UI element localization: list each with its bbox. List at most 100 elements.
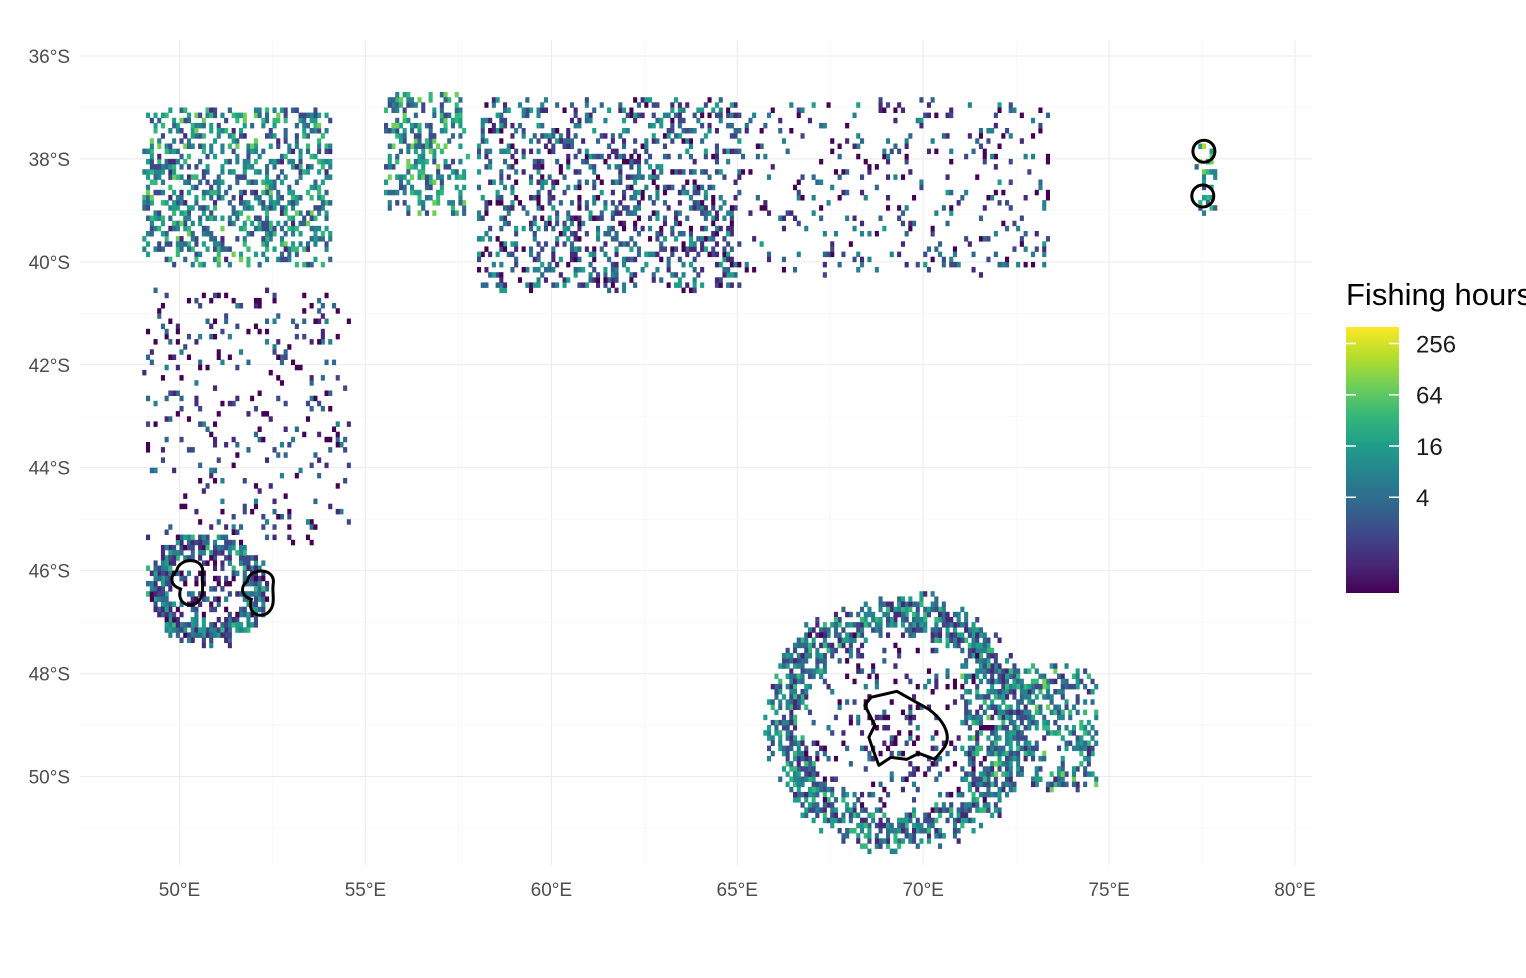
effort-cell (198, 550, 203, 556)
effort-cell (785, 745, 790, 752)
effort-cell (688, 138, 693, 144)
effort-cell (1042, 261, 1047, 268)
effort-cell (964, 622, 969, 628)
effort-cell (793, 797, 798, 803)
effort-cell (789, 653, 794, 659)
effort-cell (833, 169, 838, 175)
effort-cell (261, 220, 266, 227)
effort-cell (1031, 699, 1036, 705)
effort-cell (900, 174, 905, 180)
effort-cell (491, 122, 496, 129)
effort-cell (848, 817, 853, 824)
effort-cell (759, 128, 764, 134)
effort-cell (272, 344, 277, 350)
effort-cell (915, 261, 920, 268)
effort-cell (216, 195, 221, 201)
effort-cell (793, 642, 798, 649)
effort-cell (253, 617, 258, 623)
effort-cell (157, 565, 162, 571)
effort-cell (804, 658, 809, 664)
effort-cell (811, 195, 816, 201)
effort-cell (201, 133, 206, 139)
effort-cell (183, 503, 188, 510)
effort-cell (160, 303, 165, 309)
effort-cell (447, 164, 452, 170)
effort-cell (1213, 169, 1218, 175)
effort-cell (235, 617, 240, 623)
effort-cell (175, 617, 180, 623)
effort-cell (250, 611, 255, 618)
effort-cell (146, 148, 151, 155)
effort-cell (309, 539, 314, 546)
effort-cell (294, 107, 299, 113)
effort-cell (172, 210, 177, 216)
effort-cell (391, 189, 396, 196)
effort-cell (889, 771, 894, 777)
effort-cell (239, 560, 244, 566)
effort-cell (952, 699, 957, 705)
effort-cell (1079, 745, 1084, 752)
effort-cell (722, 148, 727, 155)
effort-cell (785, 210, 790, 216)
effort-cell (796, 642, 801, 649)
effort-cell (149, 164, 154, 170)
effort-cell (867, 838, 872, 844)
effort-cell (1068, 714, 1073, 721)
effort-cell (952, 678, 957, 685)
effort-cell (205, 107, 210, 113)
effort-cell (629, 256, 634, 263)
effort-cell (919, 179, 924, 185)
effort-cell (168, 575, 173, 582)
effort-cell (978, 272, 983, 278)
effort-cell (227, 200, 232, 206)
effort-cell (670, 251, 675, 258)
effort-cell (930, 225, 935, 232)
effort-cell (324, 112, 329, 119)
effort-cell (265, 205, 270, 211)
effort-cell (239, 539, 244, 546)
effort-cell (517, 277, 522, 283)
effort-cell (395, 128, 400, 134)
effort-cell (224, 318, 229, 324)
effort-cell (175, 128, 180, 134)
effort-cell (815, 740, 820, 746)
effort-cell (213, 632, 218, 638)
effort-cell (499, 277, 504, 283)
effort-cell (235, 570, 240, 577)
effort-cell (681, 189, 686, 196)
effort-cell (900, 611, 905, 618)
effort-cell (1034, 745, 1039, 752)
effort-cell (767, 256, 772, 263)
effort-cell (1034, 668, 1039, 674)
effort-cell (279, 251, 284, 258)
effort-cell (856, 653, 861, 659)
effort-cell (819, 781, 824, 788)
effort-cell (949, 112, 954, 119)
effort-cell (324, 143, 329, 149)
effort-cell (417, 169, 422, 175)
effort-cell (209, 555, 214, 561)
effort-cell (848, 719, 853, 726)
effort-cell (874, 673, 879, 680)
effort-cell (242, 205, 247, 211)
effort-cell (313, 231, 318, 237)
effort-cell (978, 627, 983, 633)
effort-cell (789, 699, 794, 705)
effort-cell (833, 807, 838, 813)
effort-cell (882, 725, 887, 731)
effort-cell (681, 117, 686, 124)
effort-cell (175, 241, 180, 247)
effort-cell (800, 658, 805, 664)
effort-cell (666, 267, 671, 273)
effort-cell (175, 627, 180, 633)
effort-cell (398, 97, 403, 103)
effort-cell (164, 236, 169, 242)
effort-cell (160, 323, 165, 330)
effort-cell (253, 112, 258, 119)
effort-cell (729, 215, 734, 221)
effort-cell (993, 709, 998, 716)
effort-cell (737, 189, 742, 196)
effort-cell (599, 153, 604, 160)
effort-cell (874, 617, 879, 623)
effort-cell (696, 236, 701, 242)
